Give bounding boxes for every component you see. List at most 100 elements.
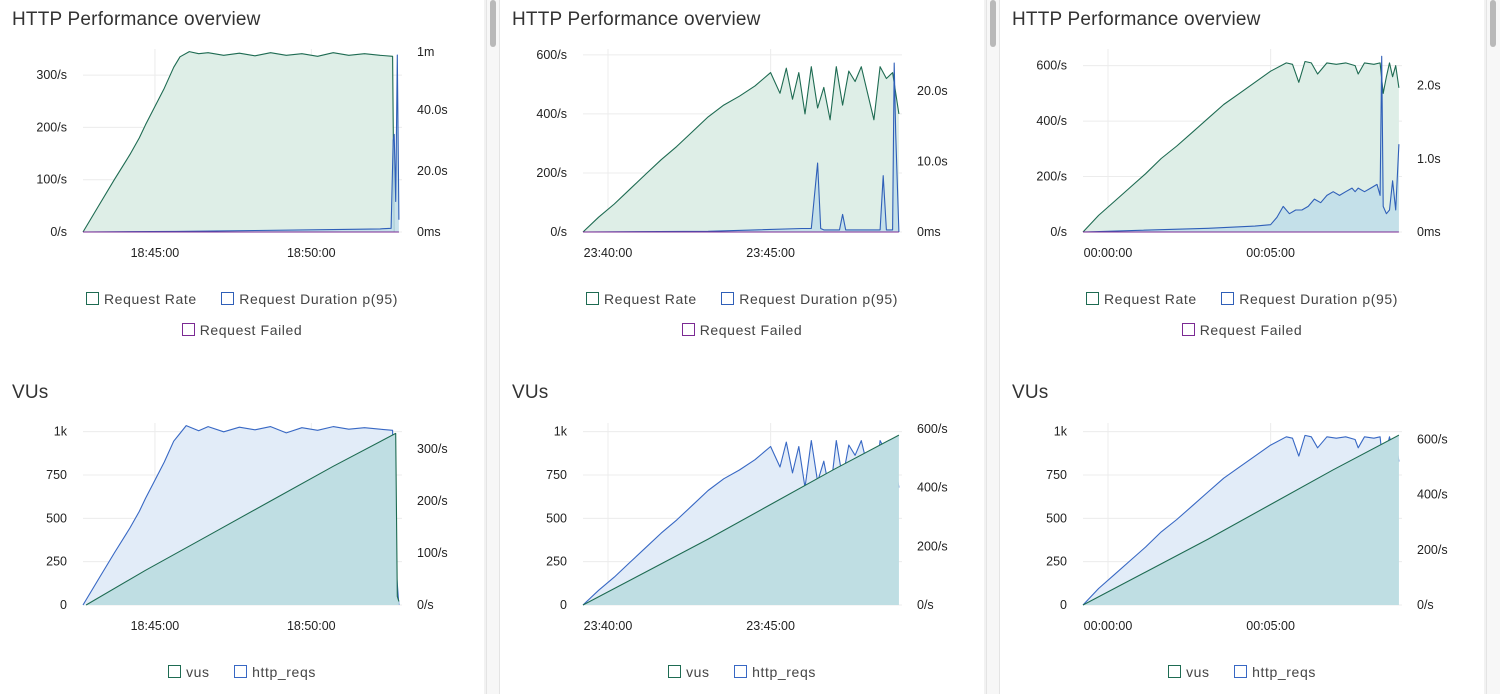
y-tick-label: 1k	[554, 425, 568, 439]
y-tick-label: 0/s	[50, 225, 67, 239]
legend-http-reqs[interactable]: http_reqs	[734, 657, 816, 688]
scrollbar-thumb[interactable]	[990, 0, 996, 47]
y-tick-label: 0/s	[550, 225, 567, 239]
legend-label: Request Duration p(95)	[239, 291, 399, 307]
legend-request-rate[interactable]: Request Rate	[85, 284, 197, 315]
y2-tick-label: 0/s	[1417, 598, 1434, 612]
y-tick-label: 600/s	[536, 48, 567, 62]
y2-tick-label: 600/s	[917, 422, 948, 436]
vus-chart: 0 250 500 750 1k 0/s 100/s 200/s 300/s 18:45:00 18…	[46, 423, 448, 633]
y2-tick-label: 0ms	[917, 225, 941, 239]
legend-label: vus	[686, 664, 710, 680]
legend-vus[interactable]: vus	[168, 657, 210, 688]
perf-legend: Request Rate Request Duration p(95) Requ…	[1000, 284, 1484, 346]
legend-http-reqs[interactable]: http_reqs	[1234, 657, 1316, 688]
y-tick-label: 0/s	[1050, 225, 1067, 239]
y2-tick-label: 10.0s	[917, 155, 948, 169]
request-rate-line	[82, 51, 399, 233]
x-tick-label: 18:50:00	[287, 246, 336, 260]
y-tick-label: 200/s	[536, 166, 567, 180]
vus-legend: vus http_reqs	[1000, 657, 1484, 688]
y-tick-label: 500	[1046, 511, 1067, 525]
x-tick-label: 00:00:00	[1084, 246, 1133, 260]
legend-request-duration[interactable]: Request Duration p(95)	[1221, 284, 1398, 315]
y-tick-label: 400/s	[1036, 114, 1067, 128]
y2-tick-label: 200/s	[1417, 543, 1448, 557]
vus-chart-title: VUs	[512, 382, 549, 403]
vus-area	[86, 433, 399, 605]
legend-request-rate[interactable]: Request Rate	[1085, 284, 1197, 315]
perf-legend: Request Rate Request Duration p(95) Requ…	[0, 284, 484, 346]
y-tick-label: 600/s	[1036, 59, 1067, 73]
x-tick-label: 23:40:00	[584, 619, 633, 633]
y2-tick-label: 300/s	[417, 442, 448, 456]
x-tick-label: 23:45:00	[746, 246, 795, 260]
y2-tick-label: 200/s	[417, 494, 448, 508]
legend-swatch	[681, 323, 695, 336]
legend-request-failed[interactable]: Request Failed	[681, 315, 803, 346]
perf-chart-title: HTTP Performance overview	[512, 9, 761, 30]
legend-swatch	[168, 665, 182, 678]
vus-legend: vus http_reqs	[0, 657, 484, 688]
legend-request-duration[interactable]: Request Duration p(95)	[721, 284, 898, 315]
y2-tick-label: 400/s	[917, 481, 948, 495]
y-tick-label: 0	[60, 598, 67, 612]
y-tick-label: 250	[46, 555, 67, 569]
legend-label: http_reqs	[1252, 664, 1316, 680]
legend-swatch	[734, 665, 748, 678]
http-reqs-line	[82, 425, 400, 606]
x-tick-label: 18:45:00	[131, 246, 180, 260]
legend-swatch	[85, 292, 99, 305]
x-tick-label: 00:00:00	[1084, 619, 1133, 633]
y-tick-label: 750	[46, 468, 67, 482]
y-tick-label: 500	[546, 511, 567, 525]
legend-label: Request Failed	[699, 322, 803, 338]
x-tick-label: 18:45:00	[131, 619, 180, 633]
scrollbar-panel-2[interactable]	[986, 0, 1000, 694]
y-tick-label: 200/s	[1036, 170, 1067, 184]
legend-request-failed[interactable]: Request Failed	[1181, 315, 1303, 346]
request-duration-line	[82, 54, 400, 233]
request-rate-line	[582, 66, 900, 233]
y2-tick-label: 20.0s	[417, 164, 448, 178]
request-duration-area	[1083, 56, 1399, 232]
y-tick-label: 0	[1060, 598, 1067, 612]
legend-swatch	[221, 292, 235, 305]
y-tick-label: 250	[546, 555, 567, 569]
y2-tick-label: 400/s	[1417, 488, 1448, 502]
legend-swatch	[1181, 323, 1195, 336]
vus-chart: 0 250 500 750 1k 0/s 200/s 400/s 600/s 00:00:00 00…	[1046, 423, 1448, 633]
legend-request-failed[interactable]: Request Failed	[181, 315, 303, 346]
legend-label: http_reqs	[252, 664, 316, 680]
legend-swatch	[234, 665, 248, 678]
legend-label: Request Failed	[199, 322, 303, 338]
y-tick-label: 250	[1046, 555, 1067, 569]
y2-tick-label: 600/s	[1417, 433, 1448, 447]
scrollbar-thumb[interactable]	[490, 0, 496, 47]
legend-request-rate[interactable]: Request Rate	[585, 284, 697, 315]
legend-label: Request Failed	[1199, 322, 1303, 338]
scrollbar-panel-1[interactable]	[486, 0, 500, 694]
y2-tick-label: 0ms	[417, 225, 441, 239]
legend-vus[interactable]: vus	[668, 657, 710, 688]
vus-chart-title: VUs	[12, 382, 49, 403]
y2-tick-label: 0/s	[417, 598, 434, 612]
request-duration-line	[1082, 55, 1400, 233]
legend-vus[interactable]: vus	[1168, 657, 1210, 688]
vus-legend: vus http_reqs	[500, 657, 984, 688]
x-tick-label: 23:45:00	[746, 619, 795, 633]
scrollbar-panel-3[interactable]	[1486, 0, 1500, 694]
y-tick-label: 750	[546, 468, 567, 482]
legend-request-duration[interactable]: Request Duration p(95)	[221, 284, 398, 315]
legend-swatch	[1168, 665, 1182, 678]
x-tick-label: 23:40:00	[584, 246, 633, 260]
y2-tick-label: 200/s	[917, 539, 948, 553]
perf-legend: Request Rate Request Duration p(95) Requ…	[500, 284, 984, 346]
legend-swatch	[1221, 292, 1235, 305]
vus-line	[582, 434, 900, 606]
vus-chart-title: VUs	[1012, 382, 1049, 403]
y2-tick-label: 40.0s	[417, 103, 448, 117]
scrollbar-thumb[interactable]	[1490, 0, 1496, 47]
request-duration-line	[582, 62, 900, 233]
legend-http-reqs[interactable]: http_reqs	[234, 657, 316, 688]
